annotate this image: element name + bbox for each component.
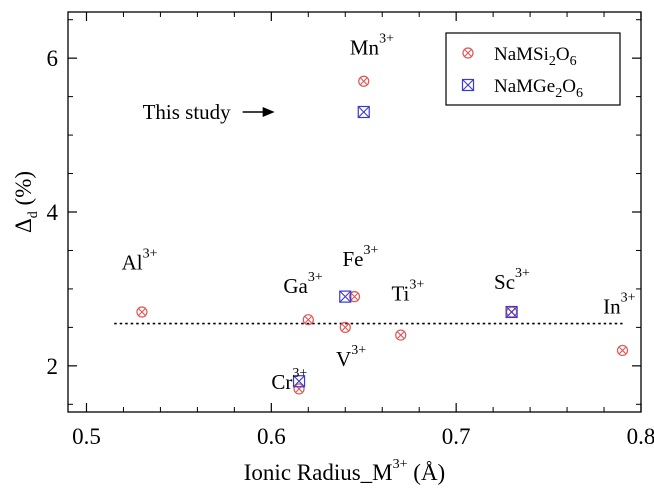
element-label: Mn3+ <box>350 31 394 59</box>
element-label: V3+ <box>336 343 366 371</box>
element-label: Fe3+ <box>342 243 378 271</box>
element-label: Sc3+ <box>494 266 530 294</box>
marker-circle <box>348 291 361 303</box>
x-tick-label: 0.5 <box>72 424 101 449</box>
marker-cross <box>339 290 352 303</box>
x-tick-label: 0.8 <box>627 424 654 449</box>
x-tick-label: 0.7 <box>442 424 471 449</box>
data-point-si <box>358 75 370 87</box>
marker-cross <box>505 306 518 318</box>
marker-square <box>292 375 306 388</box>
data-point-si <box>395 329 407 341</box>
legend-marker <box>462 47 474 59</box>
marker-circle <box>395 329 407 341</box>
element-label: In3+ <box>603 291 636 319</box>
y-tick-label: 2 <box>47 354 59 379</box>
marker-square <box>357 105 370 119</box>
this-study-arrow-head <box>262 107 275 117</box>
marker-circle <box>462 47 474 59</box>
legend-box <box>445 32 621 106</box>
marker-cross <box>138 308 146 316</box>
marker-cross <box>360 77 368 85</box>
marker-cross <box>293 375 305 388</box>
marker-cross <box>341 323 349 331</box>
marker-circle <box>302 314 314 326</box>
x-axis-title: Ionic Radius_M3+ (Å) <box>244 457 445 485</box>
marker-circle <box>293 383 305 395</box>
element-label: Al3+ <box>122 247 158 275</box>
this-study-label: This study <box>143 100 232 124</box>
data-point-ge <box>505 305 518 319</box>
marker-cross <box>462 79 474 91</box>
marker-cross <box>464 49 472 57</box>
ticks: 0.5 0.6 0.7 0.8 2 4 6 <box>47 12 654 449</box>
legend-entry: NaMSi2O6 <box>494 44 577 69</box>
legend: NaMSi2O6 NaMGe2O6 <box>445 32 621 106</box>
data-point-ge <box>339 290 352 303</box>
y-axis-title: Δd (%) <box>11 171 41 233</box>
y-tick-label: 4 <box>47 200 59 225</box>
element-label: Cr3+ <box>271 366 307 394</box>
marker-cross <box>397 331 405 339</box>
marker-circle <box>136 306 148 318</box>
marker-cross <box>304 316 312 324</box>
x-tick-label: 0.6 <box>257 424 286 449</box>
marker-cross <box>619 346 627 354</box>
data-point-ge <box>292 375 306 388</box>
data-point-si <box>136 306 148 318</box>
y-tick-label: 6 <box>47 46 59 71</box>
marker-square <box>505 305 518 319</box>
annotations: Mn3+ Al3+ Ga3+ Fe3+ Ti3+ Sc3+ In3+ Cr3+ V3+ This … <box>122 31 636 394</box>
axis-labels: Ionic Radius_M3+ (Å) Δd (%) <box>11 171 445 485</box>
data-point-si <box>339 321 351 333</box>
marker-cross <box>351 293 358 301</box>
data-point-si <box>302 314 314 326</box>
marker-square <box>461 78 475 92</box>
data-points <box>136 75 629 395</box>
element-label: Ga3+ <box>283 270 323 298</box>
marker-circle <box>339 321 351 333</box>
marker-circle <box>616 344 629 357</box>
data-point-si <box>616 344 629 357</box>
legend-marker <box>461 78 475 92</box>
marker-cross <box>357 106 370 118</box>
marker-square <box>339 290 352 303</box>
element-label: Ti3+ <box>391 277 424 305</box>
marker-circle <box>358 75 370 87</box>
legend-entry: NaMGe2O6 <box>494 76 583 101</box>
data-point-ge <box>357 105 370 119</box>
data-point-si <box>348 291 361 303</box>
